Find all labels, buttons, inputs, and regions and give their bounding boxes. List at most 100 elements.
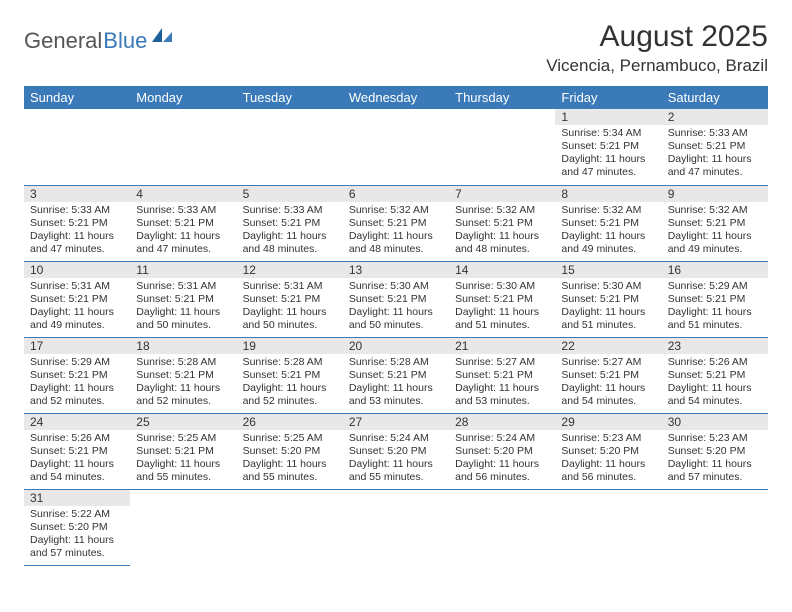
sunrise-line: Sunrise: 5:24 AM — [349, 432, 443, 445]
daylight-line: Daylight: 11 hours and 47 minutes. — [561, 153, 655, 179]
sunrise-line: Sunrise: 5:32 AM — [561, 204, 655, 217]
sunrise-line: Sunrise: 5:30 AM — [561, 280, 655, 293]
day-number: 29 — [555, 414, 661, 430]
day-number: 18 — [130, 338, 236, 354]
logo-text-blue: Blue — [103, 28, 147, 54]
day-details: Sunrise: 5:33 AMSunset: 5:21 PMDaylight:… — [130, 202, 236, 261]
calendar-week-row: 17Sunrise: 5:29 AMSunset: 5:21 PMDayligh… — [24, 337, 768, 413]
sunset-line: Sunset: 5:21 PM — [136, 217, 230, 230]
calendar-day-cell: 14Sunrise: 5:30 AMSunset: 5:21 PMDayligh… — [449, 261, 555, 337]
daylight-line: Daylight: 11 hours and 55 minutes. — [349, 458, 443, 484]
calendar-day-cell: 26Sunrise: 5:25 AMSunset: 5:20 PMDayligh… — [237, 413, 343, 489]
calendar-day-cell: 5Sunrise: 5:33 AMSunset: 5:21 PMDaylight… — [237, 185, 343, 261]
calendar-week-row: 1Sunrise: 5:34 AMSunset: 5:21 PMDaylight… — [24, 109, 768, 185]
daylight-line: Daylight: 11 hours and 51 minutes. — [455, 306, 549, 332]
daylight-line: Daylight: 11 hours and 51 minutes. — [668, 306, 762, 332]
day-number: 16 — [662, 262, 768, 278]
calendar-day-cell — [24, 109, 130, 185]
calendar-day-cell: 10Sunrise: 5:31 AMSunset: 5:21 PMDayligh… — [24, 261, 130, 337]
day-number: 15 — [555, 262, 661, 278]
day-number: 2 — [662, 109, 768, 125]
day-number: 12 — [237, 262, 343, 278]
day-number: 30 — [662, 414, 768, 430]
calendar-day-cell: 27Sunrise: 5:24 AMSunset: 5:20 PMDayligh… — [343, 413, 449, 489]
daylight-line: Daylight: 11 hours and 48 minutes. — [349, 230, 443, 256]
day-number: 21 — [449, 338, 555, 354]
sunrise-line: Sunrise: 5:32 AM — [455, 204, 549, 217]
day-details: Sunrise: 5:31 AMSunset: 5:21 PMDaylight:… — [237, 278, 343, 337]
daylight-line: Daylight: 11 hours and 47 minutes. — [668, 153, 762, 179]
logo: GeneralBlue — [24, 26, 174, 56]
calendar-table: Sunday Monday Tuesday Wednesday Thursday… — [24, 86, 768, 566]
day-number: 7 — [449, 186, 555, 202]
day-number: 8 — [555, 186, 661, 202]
day-number: 5 — [237, 186, 343, 202]
sunrise-line: Sunrise: 5:33 AM — [243, 204, 337, 217]
sunrise-line: Sunrise: 5:29 AM — [668, 280, 762, 293]
calendar-day-cell: 8Sunrise: 5:32 AMSunset: 5:21 PMDaylight… — [555, 185, 661, 261]
sunset-line: Sunset: 5:21 PM — [30, 293, 124, 306]
calendar-day-cell: 23Sunrise: 5:26 AMSunset: 5:21 PMDayligh… — [662, 337, 768, 413]
sunset-line: Sunset: 5:21 PM — [561, 217, 655, 230]
sunset-line: Sunset: 5:21 PM — [455, 293, 549, 306]
day-details: Sunrise: 5:25 AMSunset: 5:21 PMDaylight:… — [130, 430, 236, 489]
sunrise-line: Sunrise: 5:27 AM — [561, 356, 655, 369]
sunrise-line: Sunrise: 5:27 AM — [455, 356, 549, 369]
calendar-day-cell: 30Sunrise: 5:23 AMSunset: 5:20 PMDayligh… — [662, 413, 768, 489]
sunset-line: Sunset: 5:21 PM — [243, 293, 337, 306]
sunset-line: Sunset: 5:20 PM — [561, 445, 655, 458]
sunset-line: Sunset: 5:21 PM — [561, 140, 655, 153]
daylight-line: Daylight: 11 hours and 50 minutes. — [349, 306, 443, 332]
sunset-line: Sunset: 5:20 PM — [455, 445, 549, 458]
title-block: August 2025 Vicencia, Pernambuco, Brazil — [546, 20, 768, 76]
daylight-line: Daylight: 11 hours and 49 minutes. — [668, 230, 762, 256]
calendar-week-row: 10 Sunrise: 5:31 AMSunset: 5:21 PMDayligh… — [24, 261, 768, 337]
daylight-line: Daylight: 11 hours and 55 minutes. — [243, 458, 337, 484]
calendar-day-cell: 4Sunrise: 5:33 AMSunset: 5:21 PMDaylight… — [130, 185, 236, 261]
weekday-header: Wednesday — [343, 86, 449, 109]
day-details: Sunrise: 5:24 AMSunset: 5:20 PMDaylight:… — [343, 430, 449, 489]
day-number: 22 — [555, 338, 661, 354]
sunset-line: Sunset: 5:20 PM — [349, 445, 443, 458]
sunset-line: Sunset: 5:21 PM — [668, 369, 762, 382]
page-header: GeneralBlue August 2025 Vicencia, Pernam… — [24, 20, 768, 76]
weekday-header-row: Sunday Monday Tuesday Wednesday Thursday… — [24, 86, 768, 109]
day-number: 13 — [343, 262, 449, 278]
day-number: 4 — [130, 186, 236, 202]
day-details: Sunrise: 5:33 AMSunset: 5:21 PMDaylight:… — [662, 125, 768, 184]
day-details: Sunrise: 5:26 AMSunset: 5:21 PMDaylight:… — [24, 430, 130, 489]
day-number: 17 — [24, 338, 130, 354]
day-number: 25 — [130, 414, 236, 430]
calendar-day-cell: 22Sunrise: 5:27 AMSunset: 5:21 PMDayligh… — [555, 337, 661, 413]
day-number: 6 — [343, 186, 449, 202]
calendar-day-cell: 19Sunrise: 5:28 AMSunset: 5:21 PMDayligh… — [237, 337, 343, 413]
daylight-line: Daylight: 11 hours and 50 minutes. — [243, 306, 337, 332]
sunrise-line: Sunrise: 5:28 AM — [243, 356, 337, 369]
sunset-line: Sunset: 5:21 PM — [349, 293, 443, 306]
day-number: 3 — [24, 186, 130, 202]
sunset-line: Sunset: 5:21 PM — [136, 293, 230, 306]
daylight-line: Daylight: 11 hours and 48 minutes. — [455, 230, 549, 256]
day-details: Sunrise: 5:28 AMSunset: 5:21 PMDaylight:… — [130, 354, 236, 413]
weekday-header: Friday — [555, 86, 661, 109]
weekday-header: Monday — [130, 86, 236, 109]
day-number: 9 — [662, 186, 768, 202]
calendar-day-cell: 9Sunrise: 5:32 AMSunset: 5:21 PMDaylight… — [662, 185, 768, 261]
sunrise-line: Sunrise: 5:34 AM — [561, 127, 655, 140]
day-number: 11 — [130, 262, 236, 278]
daylight-line: Daylight: 11 hours and 54 minutes. — [668, 382, 762, 408]
sunrise-line: Sunrise: 5:26 AM — [30, 432, 124, 445]
daylight-line: Daylight: 11 hours and 57 minutes. — [30, 534, 124, 560]
daylight-line: Daylight: 11 hours and 47 minutes. — [136, 230, 230, 256]
calendar-day-cell — [449, 109, 555, 185]
sunrise-line: Sunrise: 5:22 AM — [30, 508, 124, 521]
calendar-day-cell: 1Sunrise: 5:34 AMSunset: 5:21 PMDaylight… — [555, 109, 661, 185]
weekday-header: Thursday — [449, 86, 555, 109]
day-number: 10 — [24, 262, 130, 278]
sunset-line: Sunset: 5:21 PM — [136, 445, 230, 458]
day-details: Sunrise: 5:22 AMSunset: 5:20 PMDaylight:… — [24, 506, 130, 565]
daylight-line: Daylight: 11 hours and 50 minutes. — [136, 306, 230, 332]
calendar-week-row: 31Sunrise: 5:22 AMSunset: 5:20 PMDayligh… — [24, 489, 768, 565]
weekday-header: Sunday — [24, 86, 130, 109]
calendar-day-cell — [449, 489, 555, 565]
